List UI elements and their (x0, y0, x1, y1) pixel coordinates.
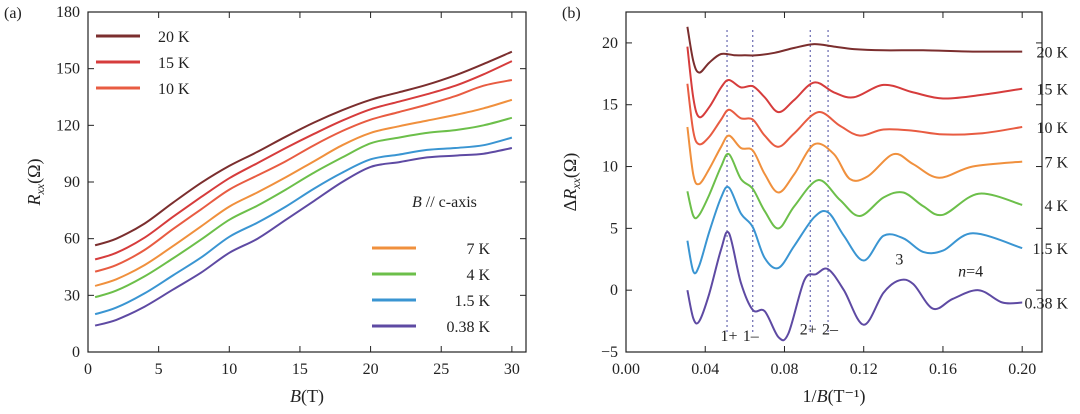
b-series-label: 10 K (1036, 120, 1068, 137)
b-annotation: 1+ (720, 328, 737, 345)
b-annotation: 2+ (800, 322, 817, 339)
a-legend-entry: 1.5 K (454, 293, 490, 310)
b-series-label: 15 K (1036, 82, 1068, 99)
a-x-tick-label: 10 (221, 361, 237, 378)
b-series-label: 4 K (1044, 198, 1068, 215)
a-y-tick-label: 60 (64, 231, 80, 248)
b-series-label: 7 K (1044, 155, 1068, 172)
b-x-axis-label: 1/B(T⁻¹) (803, 386, 866, 407)
b-y-tick-label: 10 (602, 159, 618, 176)
a-x-tick-label: 30 (504, 361, 520, 378)
a-y-tick-label: 30 (64, 287, 80, 304)
a-series-line-1-5-K (94, 136, 513, 316)
a-legend-entry: 20 K (158, 29, 190, 46)
b-annotation: 1– (743, 328, 760, 345)
a-series-line-10-K (94, 79, 513, 273)
a-y-tick-label: 180 (56, 4, 80, 21)
b-y-tick-label: 20 (602, 35, 618, 52)
b-x-tick-label: 0.00 (612, 361, 640, 378)
b-series-line-7-K (686, 126, 1023, 194)
panel-b: 0.00 0.04 0.08 0.12 0.16 0.20 −5 0 5 10 15 20 1/B(T⁻… (560, 11, 1068, 407)
b-x-tick-label: 0.04 (691, 361, 719, 378)
b-series-line-0-38-K (686, 230, 1023, 342)
b-series-label: 0.38 K (1024, 296, 1068, 313)
a-series-line-20-K (94, 50, 513, 247)
panel-a: 0 5 10 15 20 25 30 0 30 60 90 120 150 180 B(T) Rxx(Ω) 20… (24, 4, 527, 407)
b-series-line-10-K (686, 83, 1023, 148)
a-series-line-0-38-K (94, 147, 513, 327)
a-annotation: B // c-axis (412, 194, 477, 211)
b-x-tick-label: 0.16 (929, 361, 957, 378)
a-x-tick-label: 20 (363, 361, 379, 378)
b-annotation: 3 (895, 251, 903, 268)
a-x-axis-label: B(T) (290, 386, 324, 407)
b-x-tick-label: 0.08 (770, 361, 798, 378)
a-y-tick-label: 120 (56, 117, 80, 134)
a-x-tick-label: 15 (292, 361, 308, 378)
panel-label-a: (a) (4, 5, 22, 22)
b-series-line-1-5-K (686, 185, 1023, 275)
b-y-tick-label: 15 (602, 97, 618, 114)
a-legend-entry: 4 K (466, 267, 490, 284)
a-series-line-4-K (94, 116, 513, 299)
a-x-tick-label: 0 (84, 361, 92, 378)
b-y-tick-label: 5 (610, 220, 618, 237)
a-legend-entry: 0.38 K (446, 319, 490, 336)
b-x-tick-label: 0.12 (850, 361, 878, 378)
a-legend-entry: 10 K (158, 81, 190, 98)
b-series-label: 20 K (1036, 45, 1068, 62)
b-annotation: 2– (822, 322, 839, 339)
b-y-tick-label: −5 (601, 344, 618, 361)
a-y-tick-label: 90 (64, 174, 80, 191)
b-plot-frame (625, 11, 1043, 353)
a-x-tick-label: 25 (433, 361, 449, 378)
a-series-line-15-K (94, 60, 513, 261)
a-series-line-7-K (94, 98, 513, 287)
a-legend-entry: 7 K (466, 241, 490, 258)
b-series-line-15-K (686, 46, 1023, 119)
a-y-axis-label: Rxx(Ω) (24, 158, 47, 206)
b-x-tick-label: 0.20 (1008, 361, 1036, 378)
panel-label-b: (b) (562, 5, 581, 22)
b-series-label: 1.5 K (1032, 241, 1068, 258)
b-y-tick-label: 0 (610, 282, 618, 299)
b-annotation: n=4 (958, 264, 983, 281)
b-series-line-4-K (686, 152, 1023, 230)
a-y-tick-label: 0 (72, 344, 80, 361)
a-y-tick-label: 150 (56, 61, 80, 78)
b-series-line-20-K (686, 26, 1023, 74)
b-y-axis-label: ΔRxx(Ω) (560, 153, 583, 212)
a-legend-entry: 15 K (158, 55, 190, 72)
a-x-tick-label: 5 (155, 361, 163, 378)
